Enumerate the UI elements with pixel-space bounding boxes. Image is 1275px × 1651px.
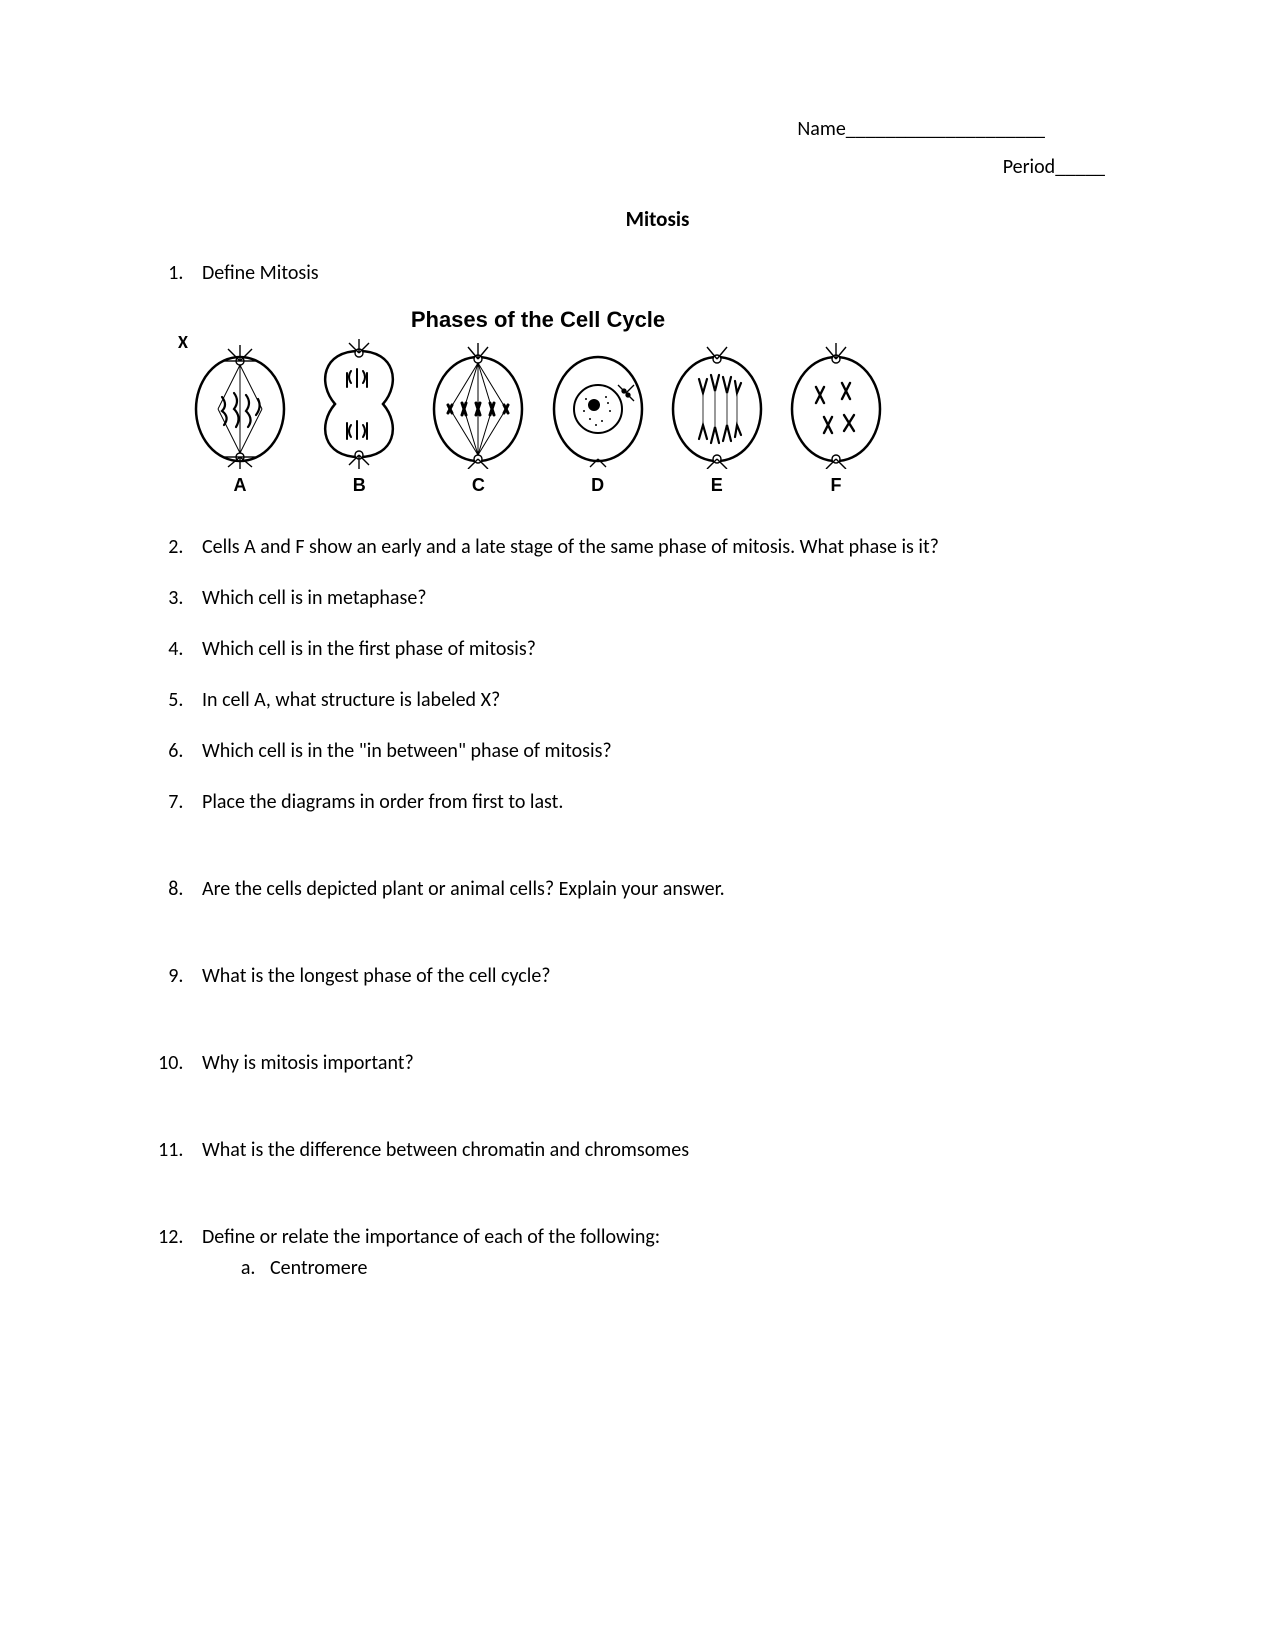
question-list: Define Mitosis [140, 260, 1155, 287]
question-11: What is the difference between chromatin… [188, 1137, 1155, 1164]
cell-b: B [307, 339, 411, 496]
question-text: Which cell is in metaphase? [202, 586, 427, 610]
question-8: Are the cells depicted plant or animal c… [188, 876, 1155, 903]
cell-d-icon [546, 339, 650, 469]
question-3: Which cell is in metaphase? [188, 585, 1155, 612]
question-10: Why is mitosis important? [188, 1050, 1155, 1077]
question-text: What is the difference between chromatin… [202, 1138, 689, 1162]
question-text: Are the cells depicted plant or animal c… [202, 877, 725, 901]
cell-e-icon [665, 339, 769, 469]
question-5: In cell A, what structure is labeled X? [188, 687, 1155, 714]
cell-a-icon [188, 339, 292, 469]
sub-item-a: Centromere [260, 1255, 1155, 1282]
cell-d: D [546, 339, 650, 496]
question-text: Which cell is in the "in between" phase … [202, 739, 612, 763]
question-7: Place the diagrams in order from first t… [188, 789, 1155, 816]
question-text: Define or relate the importance of each … [202, 1225, 660, 1249]
content: Define Mitosis Phases of the Cell Cycle … [120, 260, 1155, 1282]
cells-row: X [188, 339, 888, 496]
cell-b-icon [307, 339, 411, 469]
cell-f: F [784, 339, 888, 496]
cell-e: E [665, 339, 769, 496]
question-text: In cell A, what structure is labeled X? [202, 688, 500, 712]
cell-a: X [188, 339, 292, 496]
cell-f-icon [784, 339, 888, 469]
cell-label: F [830, 475, 841, 496]
cell-c: C [426, 339, 530, 496]
question-9: What is the longest phase of the cell cy… [188, 963, 1155, 990]
question-text: Define Mitosis [202, 261, 319, 285]
question-text: Which cell is in the first phase of mito… [202, 637, 536, 661]
page-title: Mitosis [120, 206, 1155, 232]
cell-cycle-diagram: Phases of the Cell Cycle X [188, 307, 888, 496]
question-list-cont: Cells A and F show an early and a late s… [140, 534, 1155, 1282]
question-4: Which cell is in the first phase of mito… [188, 636, 1155, 663]
question-text: What is the longest phase of the cell cy… [202, 964, 551, 988]
question-text: Place the diagrams in order from first t… [202, 790, 563, 814]
question-2: Cells A and F show an early and a late s… [188, 534, 1155, 561]
question-6: Which cell is in the "in between" phase … [188, 738, 1155, 765]
sub-text: Centromere [270, 1256, 367, 1280]
diagram-title: Phases of the Cell Cycle [188, 307, 888, 333]
cell-label: C [472, 475, 485, 496]
sub-list: Centromere [202, 1255, 1155, 1282]
cell-c-icon [426, 339, 530, 469]
question-text: Why is mitosis important? [202, 1051, 414, 1075]
name-field-label: Name____________________ [120, 110, 1105, 148]
question-12: Define or relate the importance of each … [188, 1224, 1155, 1282]
cell-label: E [711, 475, 723, 496]
question-1: Define Mitosis [188, 260, 1155, 287]
cell-label: D [591, 475, 604, 496]
cell-label: B [353, 475, 366, 496]
cell-label: A [234, 475, 247, 496]
question-text: Cells A and F show an early and a late s… [202, 535, 939, 559]
period-field-label: Period_____ [120, 148, 1105, 186]
x-label: X [178, 331, 188, 353]
header-fields: Name____________________ Period_____ [120, 110, 1155, 186]
